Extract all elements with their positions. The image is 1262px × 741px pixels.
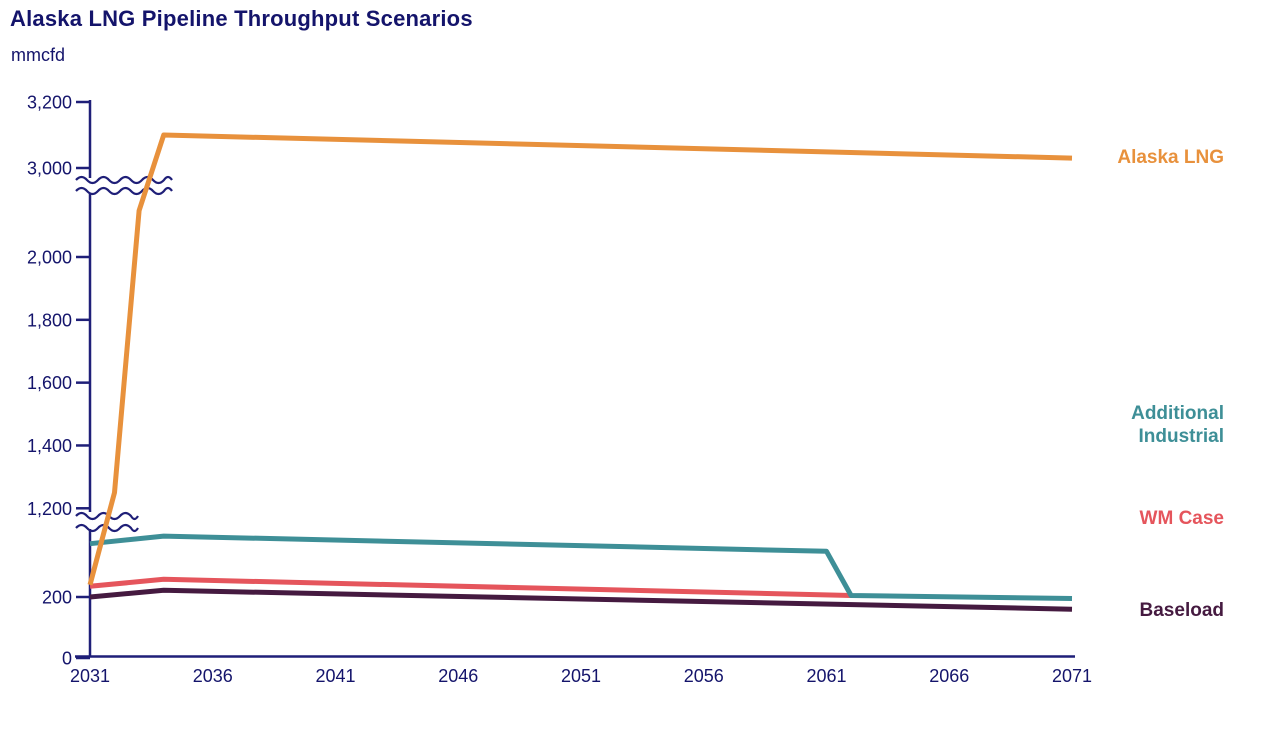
x-tick-label: 2061 <box>806 666 846 686</box>
x-tick-label: 2056 <box>684 666 724 686</box>
axis-break-squiggle <box>75 175 173 185</box>
y-tick-label: 1,400 <box>27 436 72 456</box>
axis-break-squiggle <box>75 523 139 533</box>
y-axis-unit-label: mmcfd <box>11 45 65 65</box>
x-tick-label: 2071 <box>1052 666 1092 686</box>
y-tick-label: 2,000 <box>27 248 72 268</box>
y-tick-label: 0 <box>62 649 72 669</box>
legend-label-wm-case: WM Case <box>1139 508 1224 529</box>
x-tick-label: 2036 <box>193 666 233 686</box>
y-tick-label: 3,200 <box>27 93 72 113</box>
y-tick-label: 1,600 <box>27 373 72 393</box>
y-tick-label: 3,000 <box>27 159 72 179</box>
y-tick-label: 200 <box>42 588 72 608</box>
x-tick-label: 2031 <box>70 666 110 686</box>
series-line-wm-case <box>89 576 852 598</box>
chart-title: Alaska LNG Pipeline Throughput Scenarios <box>10 6 473 31</box>
y-tick-label: 1,200 <box>27 499 72 519</box>
axis-break-squiggle <box>75 186 173 196</box>
x-tick-label: 2046 <box>438 666 478 686</box>
series-line-additional-industrial <box>89 533 1073 601</box>
x-tick-label: 2051 <box>561 666 601 686</box>
legend-label-additional-industrial: Additional Industrial <box>1131 403 1224 447</box>
series-line-baseload <box>89 587 1073 612</box>
legend-label-baseload: Baseload <box>1139 600 1224 621</box>
x-tick-label: 2066 <box>929 666 969 686</box>
series-line-alaska-lng <box>87 132 1073 586</box>
x-tick-label: 2041 <box>315 666 355 686</box>
y-tick-label: 1,800 <box>27 310 72 330</box>
legend-label-alaska-lng: Alaska LNG <box>1117 147 1224 168</box>
